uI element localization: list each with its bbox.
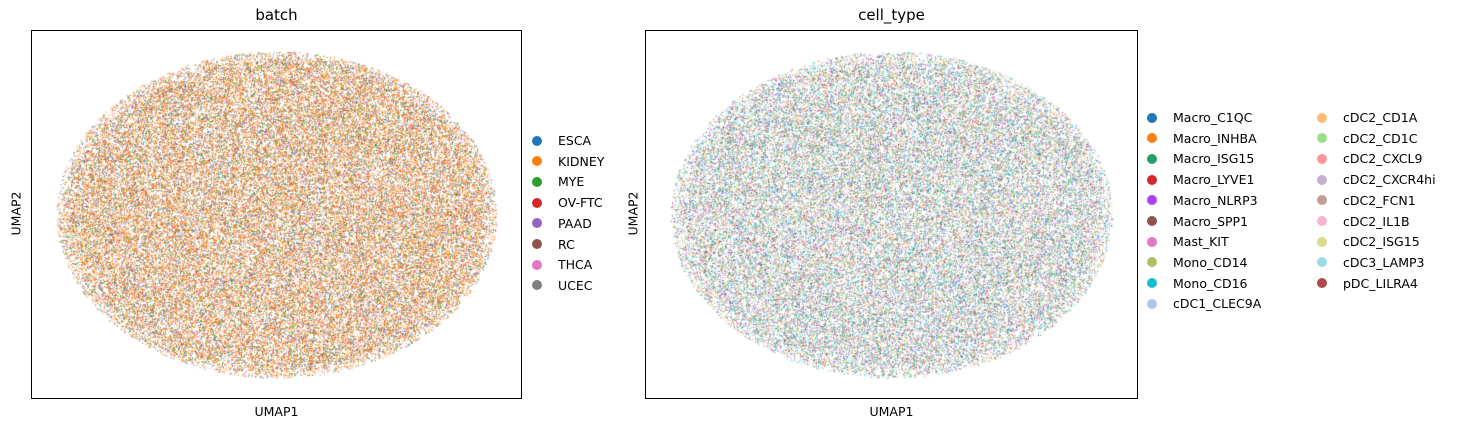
legend-item: cDC2_FCN1 [1317, 193, 1416, 208]
legend-label: Mono_CD14 [1173, 254, 1248, 270]
legend-item: Macro_LYVE1 [1147, 172, 1254, 187]
legend-marker [1147, 298, 1157, 309]
batch-ylabel: UMAP2 [8, 191, 24, 236]
legend-label: Macro_ISG15 [1173, 151, 1255, 167]
legend-item: cDC2_CD1C [1317, 131, 1417, 146]
legend-item: Macro_INHBA [1147, 131, 1257, 146]
legend-label: Mono_CD16 [1173, 275, 1248, 291]
legend-marker [532, 156, 542, 167]
legend-label: cDC3_LAMP3 [1343, 254, 1425, 270]
legend-marker [1147, 174, 1157, 185]
legend-marker [1147, 216, 1157, 226]
legend-label: pDC_LILRA4 [1343, 275, 1418, 291]
legend-marker [1317, 133, 1327, 144]
legend-item: pDC_LILRA4 [1317, 276, 1418, 291]
legend-item: KIDNEY [532, 154, 604, 169]
legend-item: ESCA [532, 133, 591, 148]
legend-item: UCEC [532, 278, 593, 293]
legend-marker [1317, 257, 1327, 268]
legend-item: RC [532, 237, 575, 252]
legend-marker [1147, 195, 1157, 206]
legend-label: UCEC [558, 277, 593, 293]
legend-marker [1317, 216, 1327, 226]
legend-marker [1317, 278, 1327, 289]
legend-marker [532, 218, 542, 229]
batch-scatter-points [32, 31, 521, 398]
legend-item: cDC2_CXCL9 [1317, 151, 1422, 166]
legend-marker [1147, 257, 1157, 268]
legend-marker [1147, 112, 1157, 123]
legend-item: Macro_C1QC [1147, 110, 1252, 125]
legend-label: ESCA [558, 133, 592, 148]
legend-marker [532, 259, 542, 270]
legend-marker [1317, 153, 1327, 164]
legend-label: MYE [558, 174, 585, 190]
legend-marker [532, 176, 542, 187]
legend-marker [1147, 236, 1157, 247]
legend-label: cDC2_ISG15 [1343, 234, 1420, 250]
legend-item: cDC2_IL1B [1317, 214, 1410, 229]
legend-label: cDC2_IL1B [1343, 213, 1410, 229]
legend-item: Mast_KIT [1147, 234, 1229, 249]
batch-xlabel: UMAP1 [254, 404, 299, 419]
legend-label: Macro_LYVE1 [1173, 172, 1255, 188]
legend-item: Mono_CD14 [1147, 255, 1248, 270]
legend-marker [1147, 153, 1157, 164]
legend-marker [532, 239, 542, 249]
legend-label: Macro_C1QC [1173, 110, 1253, 125]
legend-label: cDC1_CLEC9A [1173, 296, 1262, 312]
legend-label: KIDNEY [558, 153, 605, 169]
legend-label: Mast_KIT [1173, 234, 1229, 250]
legend-marker [1147, 133, 1157, 144]
batch-plot-area [31, 30, 522, 399]
legend-marker [532, 280, 542, 291]
legend-label: cDC2_CXCR4hi [1343, 172, 1436, 188]
legend-label: cDC2_CXCL9 [1343, 151, 1423, 167]
cell-type-xlabel: UMAP1 [869, 404, 914, 419]
legend-marker [1317, 195, 1327, 206]
legend-item: PAAD [532, 216, 592, 231]
legend-label: Macro_INHBA [1173, 130, 1257, 146]
cell-type-ylabel: UMAP2 [625, 191, 641, 236]
legend-label: PAAD [558, 215, 592, 231]
legend-label: RC [558, 236, 575, 252]
legend-label: Macro_SPP1 [1173, 213, 1249, 229]
legend-label: OV-FTC [558, 195, 603, 211]
legend-marker [1317, 236, 1327, 247]
legend-marker [532, 197, 542, 208]
legend-label: cDC2_FCN1 [1343, 192, 1416, 208]
legend-item: cDC2_CD1A [1317, 110, 1417, 125]
legend-item: Macro_SPP1 [1147, 214, 1248, 229]
batch-title: batch [255, 6, 298, 24]
legend-item: Mono_CD16 [1147, 276, 1248, 291]
legend-item: cDC2_CXCR4hi [1317, 172, 1436, 187]
legend-label: Macro_NLRP3 [1173, 192, 1258, 208]
legend-item: cDC1_CLEC9A [1147, 296, 1261, 311]
legend-item: Macro_ISG15 [1147, 151, 1254, 166]
legend-item: THCA [532, 257, 592, 272]
legend-label: cDC2_CD1C [1343, 130, 1418, 146]
cell-type-title: cell_type [858, 6, 925, 24]
legend-item: OV-FTC [532, 195, 603, 210]
legend-item: Macro_NLRP3 [1147, 193, 1258, 208]
legend-marker [1317, 112, 1327, 123]
cell-type-plot-area [645, 30, 1138, 399]
legend-item: cDC2_ISG15 [1317, 234, 1420, 249]
legend-item: MYE [532, 174, 584, 189]
cell-type-scatter-points [646, 31, 1137, 398]
legend-label: THCA [558, 257, 593, 273]
legend-item: cDC3_LAMP3 [1317, 255, 1425, 270]
legend-label: cDC2_CD1A [1343, 110, 1418, 125]
legend-marker [1147, 278, 1157, 289]
legend-marker [532, 135, 542, 146]
legend-marker [1317, 174, 1327, 185]
